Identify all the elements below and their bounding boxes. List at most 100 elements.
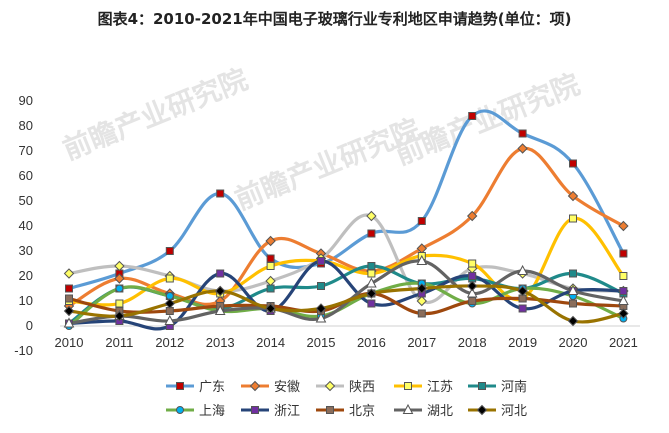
data-point-9-2012 xyxy=(164,314,176,325)
data-point-9-2015 xyxy=(315,312,327,323)
data-point-2-2020 xyxy=(567,190,579,202)
y-tick-label: 60 xyxy=(19,168,33,183)
x-tick-label: 2021 xyxy=(609,335,638,350)
data-point-7-2019 xyxy=(518,304,527,313)
legend-label: 上海 xyxy=(199,404,225,419)
legend-marker xyxy=(404,382,412,390)
legend-label: 安徽 xyxy=(274,380,300,395)
x-tick-label: 2011 xyxy=(105,335,133,350)
chart-axes: -10 0 10 20 30 40 50 60 70 80 90 2010 2011 2012 2013 20… xyxy=(14,93,640,358)
legend-marker xyxy=(326,406,334,414)
data-point-1-2012 xyxy=(165,247,174,255)
legend-label: 广东 xyxy=(199,380,225,395)
data-point-8-2010 xyxy=(65,294,73,303)
data-point-10-2019 xyxy=(517,285,528,297)
legend-label: 江苏 xyxy=(427,379,453,395)
data-point-10-2013 xyxy=(214,285,226,297)
legend-item-4: 江苏 xyxy=(394,379,453,395)
y-tick-label: 40 xyxy=(19,218,33,233)
legend-marker xyxy=(249,380,261,392)
data-point-9-2013 xyxy=(214,304,226,315)
x-tick-label: 2014 xyxy=(256,335,285,350)
data-point-7-2016 xyxy=(367,299,376,308)
legend-marker xyxy=(478,382,486,390)
data-point-3-2010 xyxy=(63,268,75,279)
data-point-2-2021 xyxy=(618,220,629,232)
data-point-8-2020 xyxy=(569,299,577,308)
data-point-9-2016 xyxy=(366,277,377,288)
data-point-9-2010 xyxy=(63,317,75,328)
legend-label: 河北 xyxy=(501,404,527,419)
data-point-10-2020 xyxy=(567,315,579,327)
data-point-10-2015 xyxy=(315,303,327,314)
data-point-4-2018 xyxy=(468,259,477,268)
data-point-10-2012 xyxy=(164,298,176,309)
y-tick-label: 0 xyxy=(26,318,33,333)
data-point-1-2020 xyxy=(569,159,577,168)
legend-item-9: 湖北 xyxy=(394,403,453,419)
legend-label: 陕西 xyxy=(349,380,375,395)
y-tick-label: 10 xyxy=(19,293,33,308)
data-point-1-2018 xyxy=(468,112,477,120)
data-point-4-2014 xyxy=(266,262,275,270)
data-point-2-2019 xyxy=(517,143,528,154)
data-point-2-2018 xyxy=(466,210,478,222)
y-tick-label: 20 xyxy=(19,268,33,283)
legend-item-6: 上海 xyxy=(166,404,225,419)
data-point-3-2014 xyxy=(265,275,276,287)
x-tick-label: 2016 xyxy=(357,335,386,350)
y-tick-label: 90 xyxy=(19,93,33,108)
data-point-9-2019 xyxy=(517,264,528,275)
legend-label: 河南 xyxy=(501,379,527,395)
legend-marker xyxy=(324,380,336,392)
y-tick-label: -10 xyxy=(14,343,33,358)
data-point-5-2020 xyxy=(569,269,577,278)
legend-label: 湖北 xyxy=(427,404,453,419)
x-tick-label: 2013 xyxy=(206,335,235,350)
data-point-10-2018 xyxy=(466,280,478,292)
legend-item-7: 浙江 xyxy=(241,404,300,419)
data-point-5-2015 xyxy=(317,282,325,290)
x-tick-label: 2018 xyxy=(458,335,487,350)
data-point-1-2014 xyxy=(266,254,275,263)
x-tick-label: 2010 xyxy=(55,335,84,350)
x-tick-label: 2012 xyxy=(155,335,184,350)
data-point-5-2014 xyxy=(266,284,275,293)
legend-item-2: 安徽 xyxy=(241,380,300,395)
legend-item-5: 河南 xyxy=(468,379,527,395)
data-point-6-2011 xyxy=(115,284,124,293)
data-point-1-2021 xyxy=(619,249,628,258)
data-point-5-2016 xyxy=(367,262,376,270)
data-point-3-2011 xyxy=(114,260,125,272)
data-point-1-2017 xyxy=(417,217,426,225)
data-point-10-2021 xyxy=(618,308,629,319)
data-point-4-2016 xyxy=(367,269,376,278)
watermark-text: 前瞻产业研究院 xyxy=(230,112,424,216)
y-tick-label: 50 xyxy=(19,193,33,208)
data-point-7-2018 xyxy=(468,272,477,280)
data-point-1-2019 xyxy=(518,129,527,138)
y-tick-label: 70 xyxy=(19,143,33,158)
data-point-3-2016 xyxy=(366,210,377,222)
series-line-1 xyxy=(67,109,625,291)
data-point-9-2018 xyxy=(466,287,478,298)
series-line-10 xyxy=(67,284,625,324)
legend-item-8: 北京 xyxy=(316,404,375,419)
data-point-10-2010 xyxy=(63,305,75,317)
data-point-10-2017 xyxy=(416,283,428,294)
x-tick-label: 2020 xyxy=(559,335,588,350)
data-point-10-2011 xyxy=(114,310,125,322)
data-point-8-2017 xyxy=(417,309,426,318)
y-tick-label: 80 xyxy=(19,118,33,133)
legend-marker xyxy=(251,406,259,414)
data-point-2-2011 xyxy=(114,273,125,284)
data-point-1-2013 xyxy=(216,189,225,198)
legend-marker xyxy=(176,382,184,390)
legend-marker xyxy=(476,404,488,416)
legend-item-10: 河北 xyxy=(468,404,527,419)
data-point-9-2021 xyxy=(618,294,629,305)
data-point-4-2011 xyxy=(115,299,124,308)
